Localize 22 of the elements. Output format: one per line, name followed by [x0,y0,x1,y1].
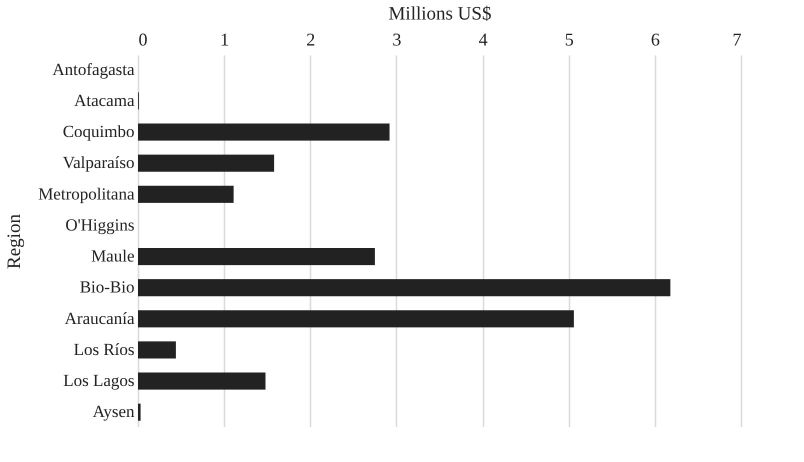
x-tick-label: 2 [306,30,316,50]
x-tick-label: 1 [220,30,230,50]
x-tick-label: 5 [564,30,574,50]
y-tick-label: Los Ríos [74,340,134,359]
y-tick-label: Coquimbo [62,122,134,142]
y-tick-label: Atacama [74,90,135,110]
x-tick-label: 3 [392,30,402,50]
y-tick-label: Aysen [92,402,135,422]
y-tick-label: Araucanía [64,308,135,328]
y-tick-label: O'Higgins [65,215,134,234]
y-tick-label: Los Lagos [63,371,134,390]
y-tick-label: Maule [91,246,134,266]
x-tick-label: 4 [478,30,488,50]
y-axis-title: Region [4,214,26,269]
y-tick-label: Antofagasta [52,60,135,79]
y-tick-label: Bio-Bio [80,278,134,297]
y-tick-label: Metropolitana [38,184,135,204]
x-tick-label: 0 [138,30,148,50]
x-tick-label: 6 [650,30,660,50]
x-tick-label: 7 [732,30,742,50]
x-axis-title: Millions US$ [388,4,492,24]
y-tick-label: Valparaíso [62,153,134,172]
